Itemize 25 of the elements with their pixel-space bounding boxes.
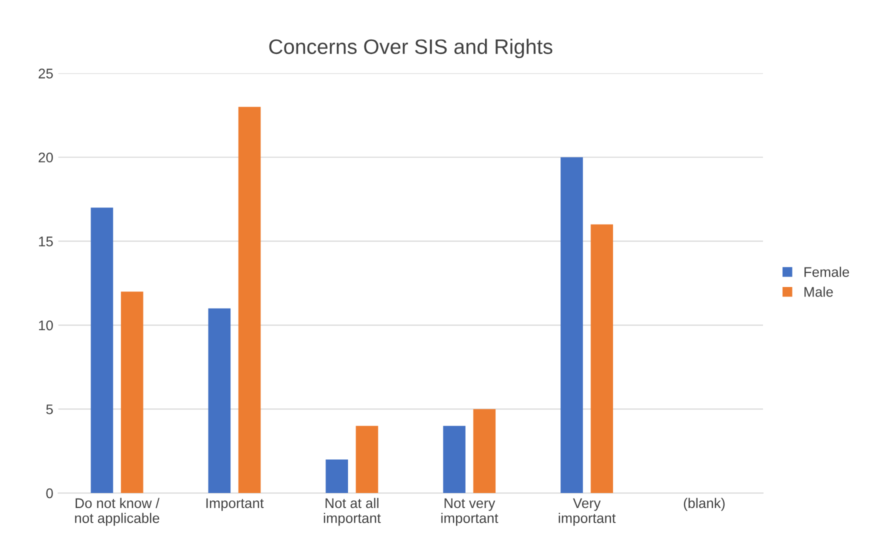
y-tick-label: 15 xyxy=(39,236,53,246)
legend-label: Female xyxy=(804,266,850,277)
y-tick-label: 5 xyxy=(46,404,53,414)
x-tick-label: Very important xyxy=(558,498,616,526)
bar xyxy=(238,106,261,494)
y-tick-label: 20 xyxy=(38,152,53,162)
bar xyxy=(120,292,144,494)
x-tick-label: Do not know / not applicable xyxy=(75,498,160,526)
x-tick-label: Important xyxy=(206,498,264,511)
y-tick-label: 25 xyxy=(38,68,53,78)
bar xyxy=(90,208,114,494)
chart-title: Concerns Over SIS and Rights xyxy=(269,38,552,58)
x-tick-label: (blank) xyxy=(684,498,725,511)
x-tick-label: Not at all important xyxy=(324,498,381,526)
y-tick-label: 0 xyxy=(46,488,53,498)
bar xyxy=(326,459,348,494)
x-tick-label: Not very important xyxy=(441,498,498,526)
y-tick-label: 10 xyxy=(39,320,53,330)
bar xyxy=(560,157,583,494)
bar xyxy=(356,426,378,494)
bar xyxy=(590,224,614,494)
bar xyxy=(473,409,496,494)
bar xyxy=(443,426,466,494)
bar xyxy=(208,308,231,494)
legend-label: Male xyxy=(804,286,833,297)
